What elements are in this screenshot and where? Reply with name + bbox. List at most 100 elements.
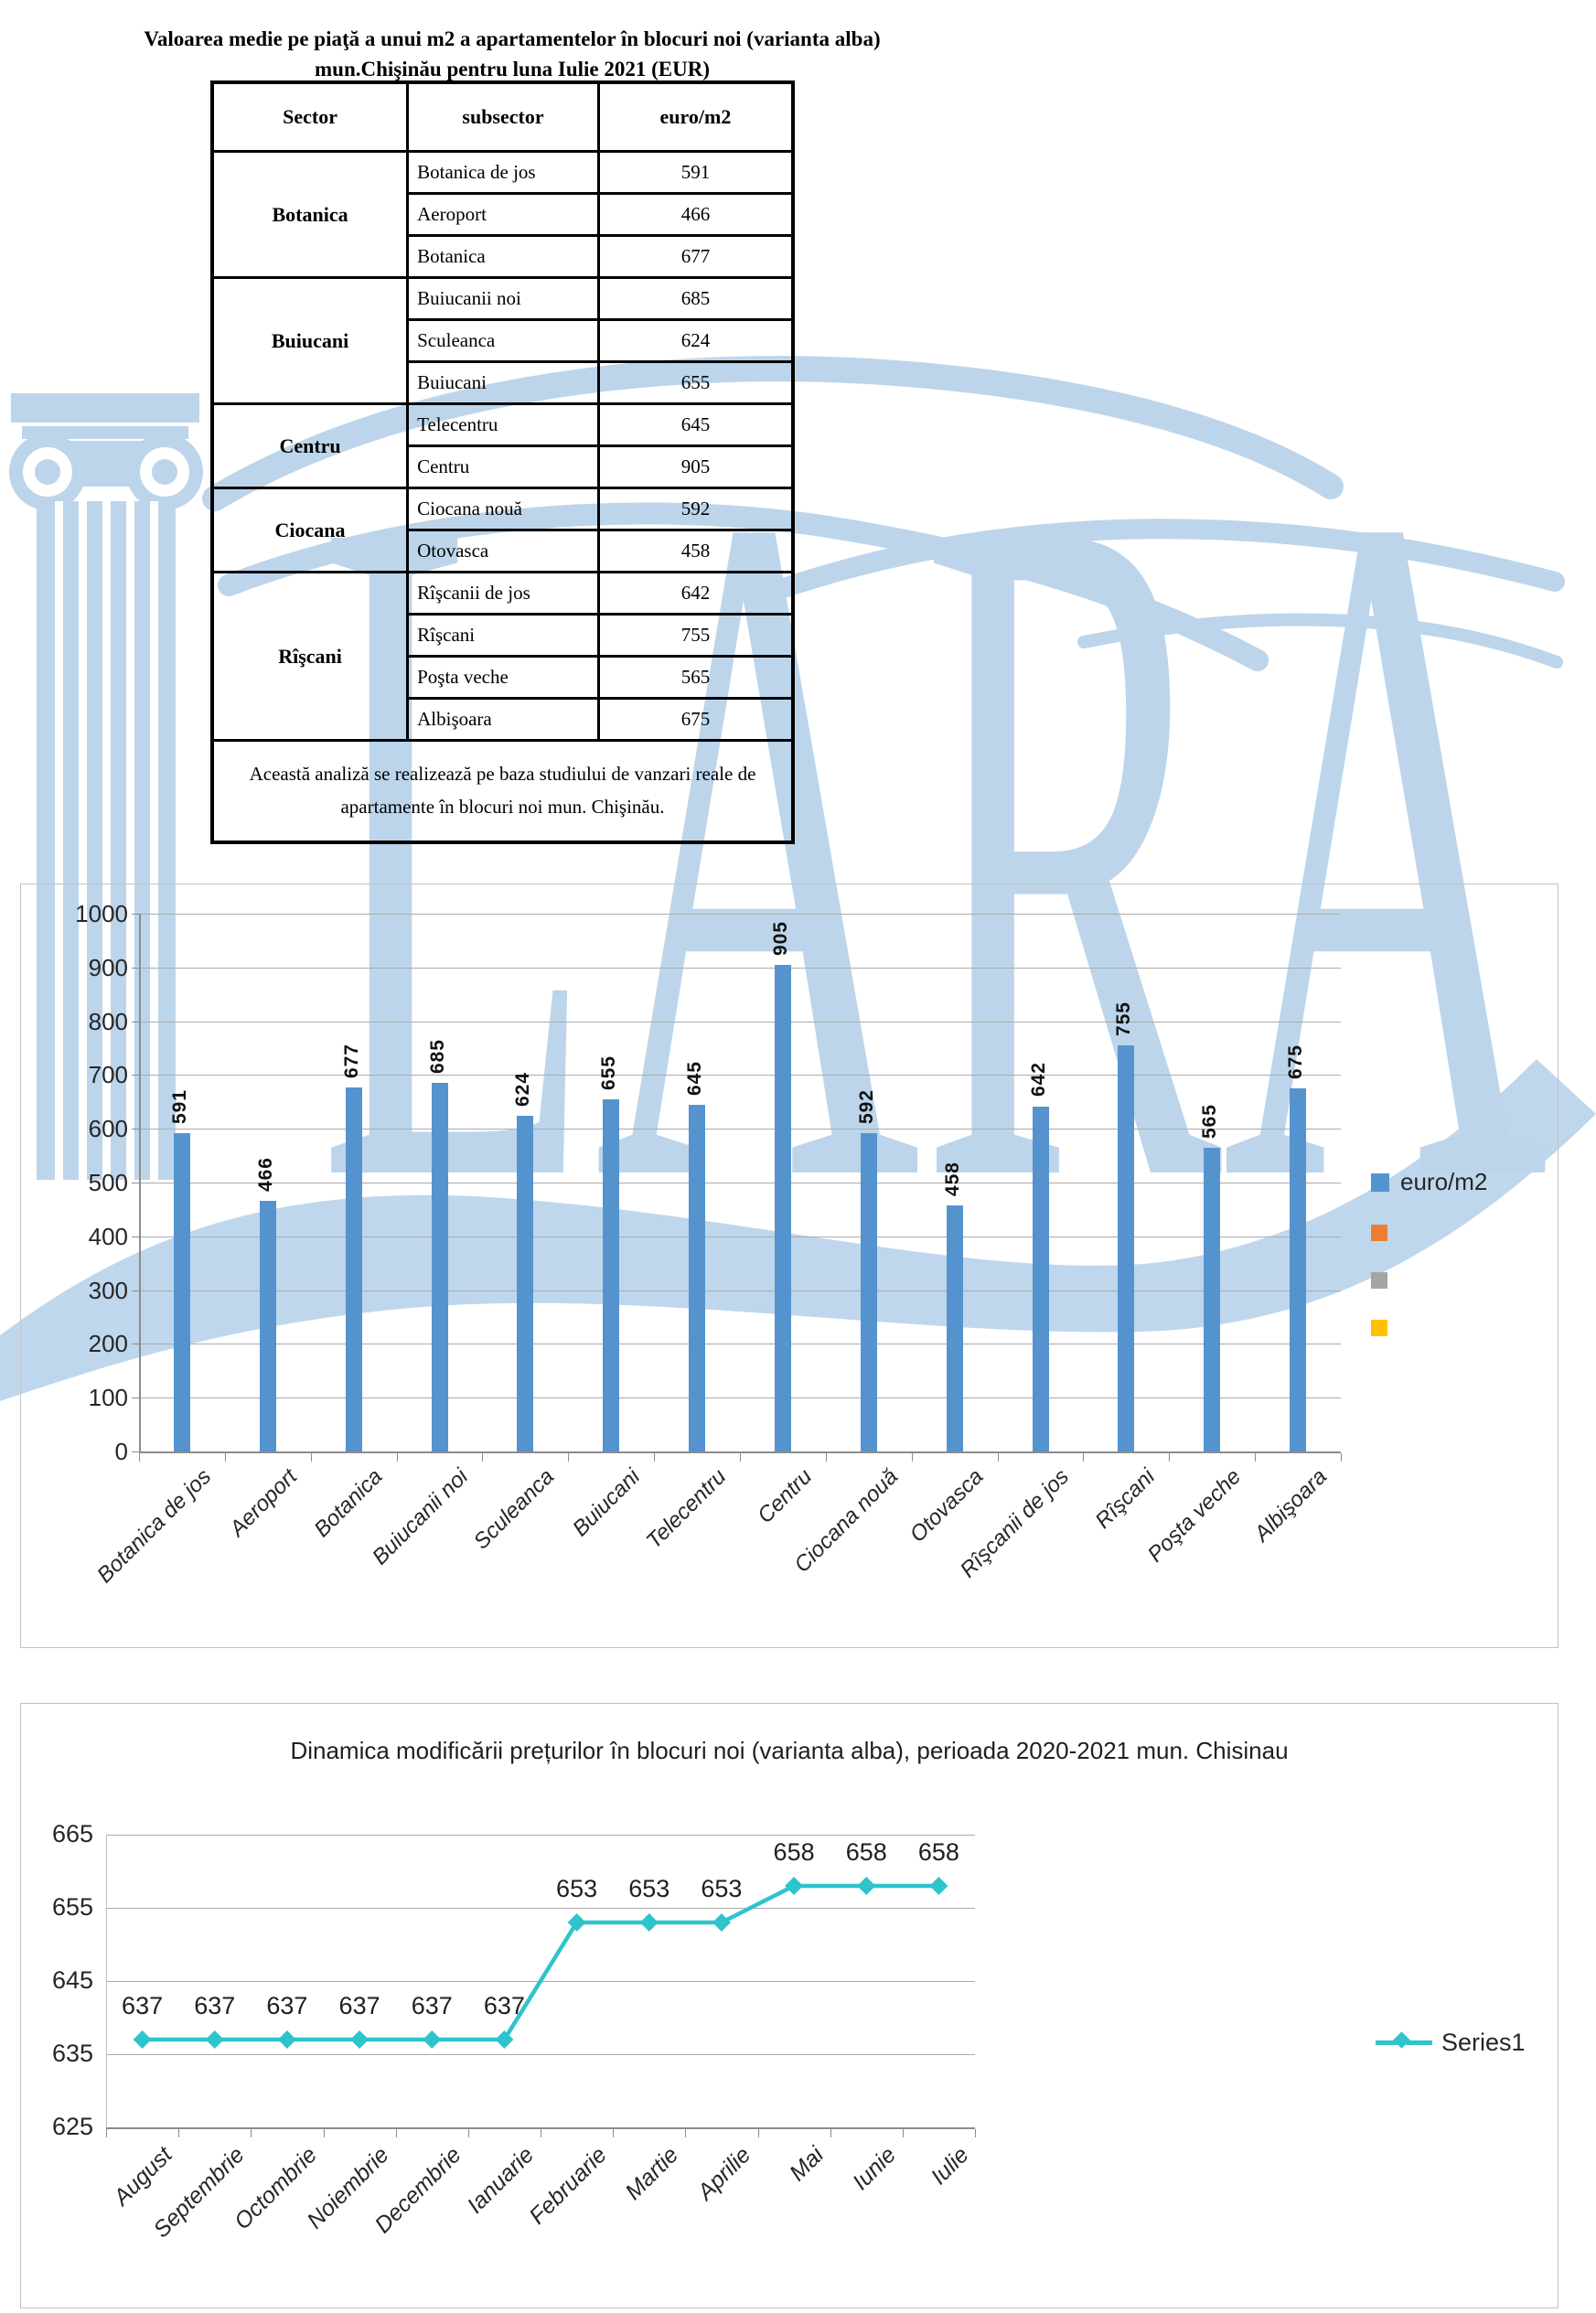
y-axis-tick-label: 1000 <box>75 900 128 927</box>
diamond-marker <box>350 2030 370 2049</box>
x-axis-tick-mark <box>740 1453 741 1462</box>
bar-Rîşcani <box>1118 1045 1135 1451</box>
table-row: Aeroport 466 <box>212 192 795 237</box>
table-row: Ciocana Ciocana nouă 592 <box>210 487 795 573</box>
point-value-label: 637 <box>194 1992 236 2019</box>
value-cell: 755 <box>596 613 795 658</box>
column-pillar-icon <box>9 393 203 1180</box>
x-axis-tick-mark <box>997 1453 999 1462</box>
x-axis-tick-mark <box>323 2129 325 2137</box>
line-chart-title: Dinamica modificării prețurilor în blocu… <box>290 1737 1289 1764</box>
table-row: Otovasca 458 <box>212 529 795 573</box>
x-axis-tick-mark <box>395 2129 397 2137</box>
legend-swatch-icon <box>1371 1272 1387 1289</box>
x-axis-tick-mark <box>975 2129 976 2137</box>
value-cell: 675 <box>596 697 795 742</box>
column-header-euro-m2: euro/m2 <box>596 80 795 153</box>
y-axis-tick-label: 300 <box>88 1276 128 1304</box>
table-row: Botanica Botanica de jos 591 <box>210 150 795 279</box>
bar-value-label: 905 <box>769 920 791 956</box>
x-axis-tick-mark <box>911 1453 913 1462</box>
grid-line <box>139 1397 1341 1399</box>
x-axis-tick-mark <box>1083 1453 1085 1462</box>
y-axis-line <box>139 914 141 1451</box>
point-value-label: 653 <box>628 1875 670 1902</box>
x-axis-tick-mark <box>825 1453 827 1462</box>
legend-label: Series1 <box>1441 2029 1526 2056</box>
value-cell: 685 <box>596 276 795 321</box>
x-axis-tick-mark <box>613 2129 615 2137</box>
point-value-label: 637 <box>483 1992 525 2019</box>
bar-Sculeanca <box>517 1116 534 1451</box>
x-category-label-text: Albişoara <box>1249 1464 1333 1547</box>
x-category-label-text: Aeroport <box>224 1464 302 1542</box>
value-cell: 466 <box>596 192 795 237</box>
bar-Albişoara <box>1290 1088 1307 1451</box>
subsector-cell: Telecentru <box>406 402 600 447</box>
x-axis-tick-mark <box>1255 1453 1257 1462</box>
table-row: Centru 905 <box>212 444 795 489</box>
x-axis-tick-mark <box>1169 1453 1171 1462</box>
diamond-marker <box>712 1913 731 1932</box>
series-line <box>142 1883 939 2042</box>
bar-value-label: 592 <box>855 1088 877 1124</box>
subsector-cell: Botanica <box>406 234 600 279</box>
sector-cell: Botanica <box>210 150 410 279</box>
diamond-marker <box>133 2030 152 2049</box>
value-cell: 677 <box>596 234 795 279</box>
legend-item: euro/m2 <box>1371 1168 1487 1196</box>
column-header-sector: Sector <box>210 80 410 153</box>
bar-Rîşcanii de jos <box>1032 1106 1049 1451</box>
grid-line <box>139 1129 1341 1130</box>
x-category-label-text: Rîşcani <box>1090 1464 1161 1534</box>
value-cell: 592 <box>596 487 795 531</box>
grid-line <box>106 1835 975 1836</box>
diamond-marker <box>857 1877 876 1895</box>
point-value-label: 653 <box>556 1875 598 1902</box>
point-value-label: 658 <box>773 1838 815 1866</box>
bar-value-label: 624 <box>512 1072 534 1108</box>
grid-line <box>139 1290 1341 1291</box>
subsector-cell: Buiucani <box>406 360 600 405</box>
x-category-label-text: Iulie <box>925 2142 974 2190</box>
point-value-label: 653 <box>701 1875 743 1902</box>
grid-line <box>106 1908 975 1909</box>
x-category-label-text: Februarie <box>523 2142 612 2230</box>
x-axis-tick-mark <box>902 2129 904 2137</box>
y-axis-tick-label: 500 <box>88 1169 128 1196</box>
y-axis-tick-label: 700 <box>88 1061 128 1089</box>
x-axis-tick-mark <box>1341 1453 1342 1462</box>
y-axis-tick-label: 645 <box>51 1966 93 1994</box>
legend-item <box>1371 1272 1387 1289</box>
x-axis-tick-mark <box>830 2129 831 2137</box>
x-category-label-text: Buiucani <box>568 1464 646 1542</box>
bar-value-label: 655 <box>598 1055 620 1090</box>
bar-value-label: 685 <box>426 1039 448 1075</box>
legend-line-sample-icon <box>1376 2031 1432 2049</box>
x-axis-tick-mark <box>685 2129 687 2137</box>
subsector-cell: Sculeanca <box>406 318 600 363</box>
bar-value-label: 466 <box>254 1156 276 1192</box>
column-header-subsector: subsector <box>406 80 600 153</box>
bar-Otovasca <box>946 1205 963 1451</box>
x-category-label-text: Mai <box>784 2142 829 2187</box>
bar-Buiucani <box>603 1098 620 1451</box>
document-title-line2: mun.Chişinău pentru luna Iulie 2021 (EUR… <box>315 58 710 81</box>
table-footnote-row: Această analiză se realizează pe baza st… <box>210 739 795 844</box>
subsector-cell: Albişoara <box>406 697 600 742</box>
sector-cell: Buiucani <box>210 276 410 405</box>
bar-value-label: 591 <box>168 1089 190 1125</box>
bar-Poşta veche <box>1204 1147 1221 1451</box>
x-category-label-text: Iunie <box>847 2142 902 2196</box>
value-cell: 591 <box>596 150 795 195</box>
diamond-marker <box>639 1913 659 1932</box>
table-row: Poşta veche 565 <box>212 655 795 700</box>
diamond-marker <box>495 2030 514 2049</box>
point-value-label: 637 <box>266 1992 308 2019</box>
value-cell: 905 <box>596 444 795 489</box>
bar-value-label: 565 <box>1199 1103 1221 1139</box>
grid-line <box>139 967 1341 969</box>
sector-cell: Centru <box>210 402 410 489</box>
point-value-label: 637 <box>338 1992 380 2019</box>
